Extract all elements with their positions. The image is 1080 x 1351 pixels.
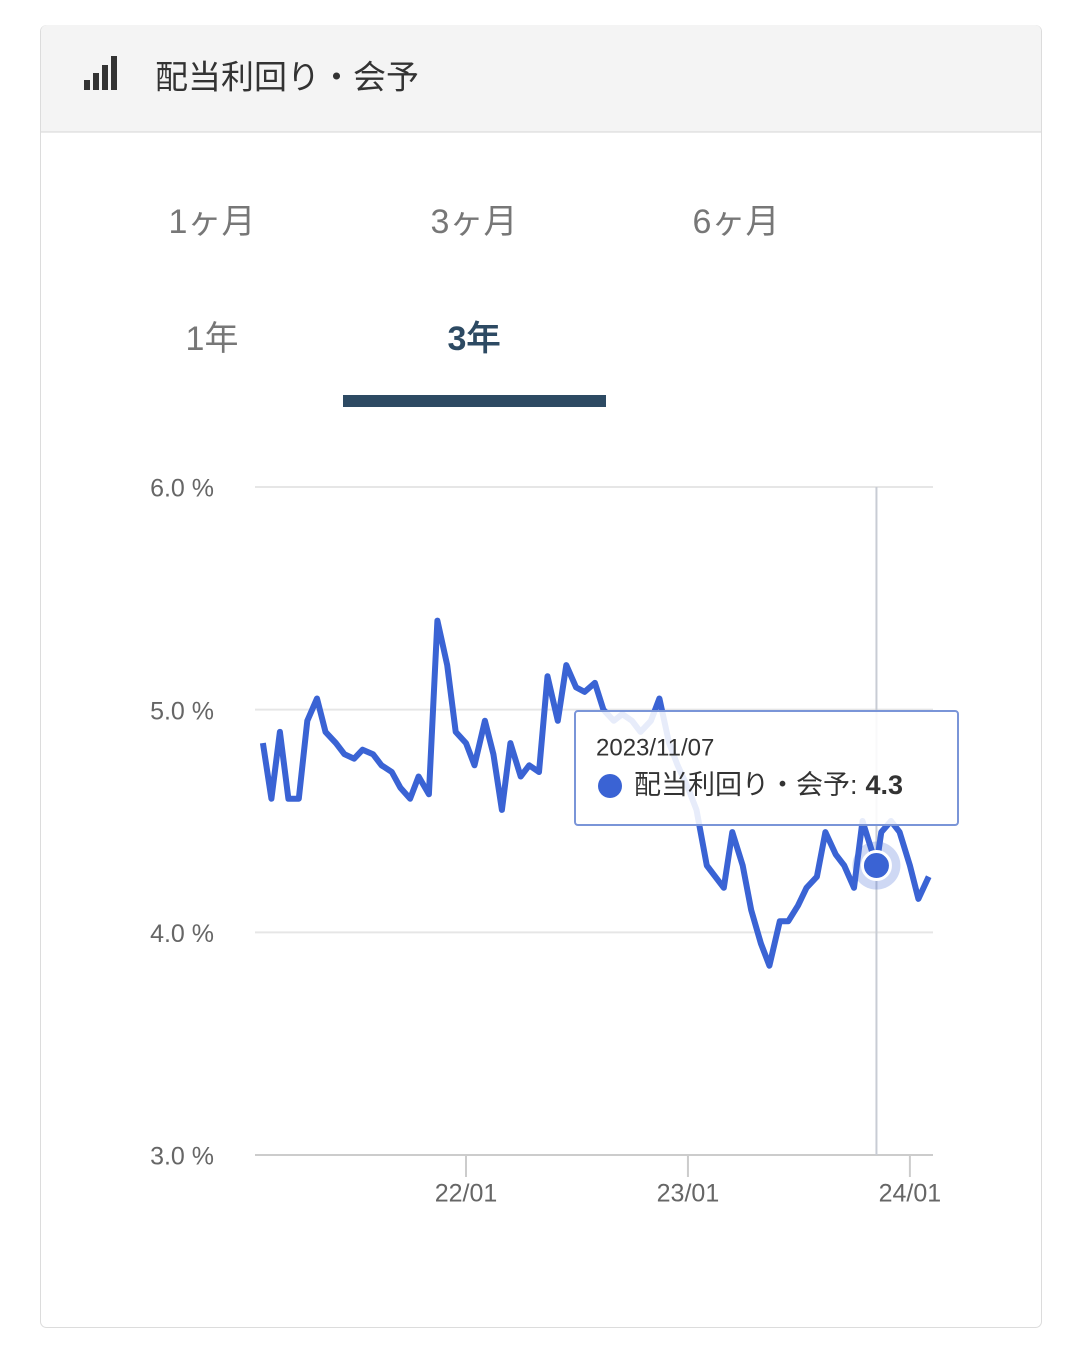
y-tick-label: 6.0 % [150,475,214,503]
tooltip-swatch [598,774,622,798]
card-header [41,25,1041,132]
x-tick-label: 23/01 [657,1180,720,1208]
tab[interactable]: 6ヶ月 [693,203,780,241]
tab[interactable]: 1ヶ月 [169,203,256,241]
header-title: 配当利回り・会予 [155,59,419,96]
tab[interactable]: 3ヶ月 [431,203,518,241]
tooltip-date: 2023/11/07 [596,734,714,761]
x-tick-label: 22/01 [435,1180,498,1208]
x-tick-label: 24/01 [879,1180,942,1208]
tab[interactable]: 1年 [186,320,239,358]
tooltip-value: 4.3 [866,770,904,800]
series-line [259,617,932,969]
y-tick-label: 3.0 % [150,1143,214,1171]
y-tick-label: 4.0 % [150,920,214,948]
tab-underline [343,395,606,407]
chart-icon [84,56,117,90]
tooltip-label: 配当利回り・会予: [634,770,858,800]
highlight-point [860,850,892,882]
y-tick-label: 5.0 % [150,697,214,725]
tab[interactable]: 3年 [448,320,501,358]
tooltip-box [574,710,959,826]
tooltip: 2023/11/07 配当利回り・会予: 4.3 [574,710,959,826]
